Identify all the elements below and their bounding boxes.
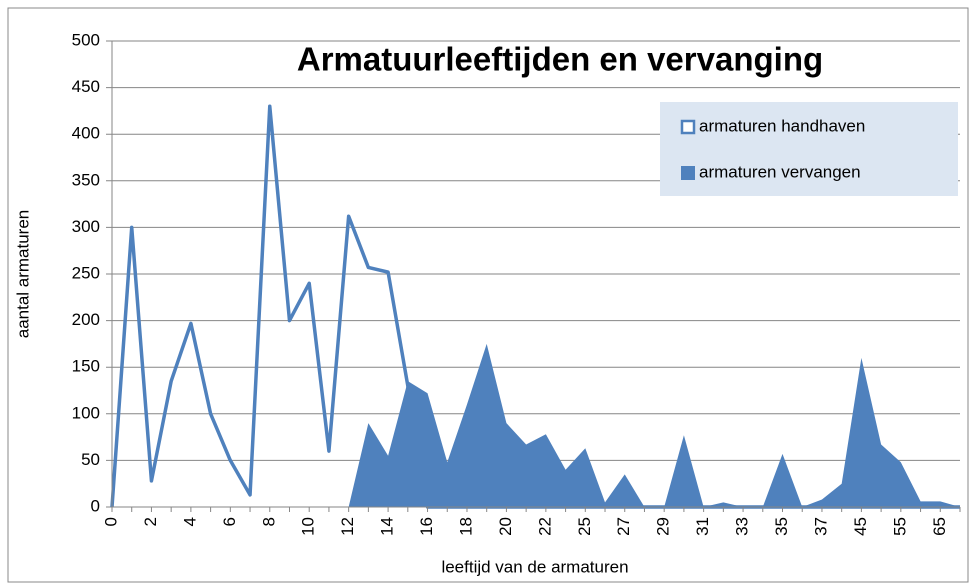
- x-tick-label: 4: [180, 517, 199, 526]
- y-tick-label: 0: [91, 496, 100, 515]
- x-tick-label: 31: [693, 517, 712, 536]
- legend: [660, 102, 958, 196]
- x-tick-label: 14: [378, 517, 397, 536]
- x-tick-label: 25: [575, 517, 594, 536]
- chart-title: Armatuurleeftijden en vervanging: [297, 41, 823, 78]
- x-tick-label: 35: [772, 517, 791, 536]
- x-tick-label: 10: [299, 517, 318, 536]
- area-series: [112, 343, 960, 507]
- legend-label: armaturen handhaven: [699, 116, 865, 135]
- x-tick-label: 16: [417, 517, 436, 536]
- x-tick-label: 33: [733, 517, 752, 536]
- x-tick-label: 22: [535, 517, 554, 536]
- x-tick-label: 6: [220, 517, 239, 526]
- x-tick-label: 45: [851, 517, 870, 536]
- x-tick-label: 8: [259, 517, 278, 526]
- y-tick-label: 450: [72, 77, 100, 96]
- x-tick-label: 37: [811, 517, 830, 536]
- x-axis-label: leeftijd van de armaturen: [441, 557, 628, 576]
- legend-label: armaturen vervangen: [699, 162, 861, 181]
- x-tick-label: 2: [141, 517, 160, 526]
- y-tick-label: 200: [72, 310, 100, 329]
- x-tick-label: 29: [654, 517, 673, 536]
- legend-swatch: [680, 119, 696, 135]
- x-tick-label: 12: [338, 517, 357, 536]
- y-tick-label: 400: [72, 124, 100, 143]
- y-tick-label: 150: [72, 357, 100, 376]
- y-tick-label: 250: [72, 263, 100, 282]
- y-tick-label: 50: [81, 450, 100, 469]
- y-tick-label: 300: [72, 217, 100, 236]
- x-tick-label: 65: [930, 517, 949, 536]
- y-tick-label: 350: [72, 170, 100, 189]
- x-tick-label: 0: [101, 517, 120, 526]
- y-axis-label: aantal armaturen: [13, 210, 32, 339]
- x-tick-label: 55: [890, 517, 909, 536]
- x-tick-label: 20: [496, 517, 515, 536]
- y-tick-label: 100: [72, 403, 100, 422]
- x-tick-label: 27: [614, 517, 633, 536]
- legend-swatch: [681, 166, 695, 180]
- y-tick-label: 500: [72, 30, 100, 49]
- x-tick-label: 18: [456, 517, 475, 536]
